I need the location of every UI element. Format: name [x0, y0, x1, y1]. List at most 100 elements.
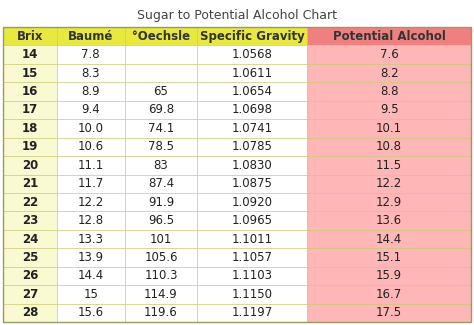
Text: 12.9: 12.9 — [376, 196, 402, 209]
Bar — [3, 101, 57, 119]
Bar — [197, 285, 307, 304]
Bar — [57, 267, 125, 285]
Bar — [197, 248, 307, 267]
Text: 9.4: 9.4 — [82, 103, 100, 116]
Bar — [307, 101, 471, 119]
Text: 10.6: 10.6 — [78, 140, 104, 153]
Text: 1.0698: 1.0698 — [232, 103, 273, 116]
Text: 16: 16 — [22, 85, 38, 98]
Bar — [197, 137, 307, 156]
Text: 15.6: 15.6 — [78, 306, 104, 319]
Bar — [3, 285, 57, 304]
Text: 83: 83 — [154, 159, 168, 172]
Text: 28: 28 — [22, 306, 38, 319]
Bar — [57, 64, 125, 82]
Bar — [57, 27, 125, 46]
Bar — [3, 193, 57, 211]
Text: 26: 26 — [22, 269, 38, 282]
Text: 110.3: 110.3 — [144, 269, 178, 282]
Text: 87.4: 87.4 — [148, 177, 174, 190]
Bar — [197, 156, 307, 175]
Text: 69.8: 69.8 — [148, 103, 174, 116]
Text: 13.3: 13.3 — [78, 232, 104, 245]
Text: 1.1150: 1.1150 — [232, 288, 273, 301]
Bar — [3, 304, 57, 322]
Bar — [3, 64, 57, 82]
Bar — [3, 230, 57, 248]
Text: Brix: Brix — [17, 30, 43, 43]
Text: 1.0785: 1.0785 — [232, 140, 273, 153]
Text: 74.1: 74.1 — [148, 122, 174, 135]
Text: 105.6: 105.6 — [144, 251, 178, 264]
Bar — [3, 46, 57, 64]
Bar — [307, 193, 471, 211]
Text: 27: 27 — [22, 288, 38, 301]
Bar — [307, 285, 471, 304]
Text: 8.3: 8.3 — [82, 67, 100, 80]
Text: 11.7: 11.7 — [78, 177, 104, 190]
Bar — [125, 267, 197, 285]
Text: 1.0741: 1.0741 — [232, 122, 273, 135]
Text: 21: 21 — [22, 177, 38, 190]
Text: 13.6: 13.6 — [376, 214, 402, 227]
Bar — [57, 230, 125, 248]
Bar — [57, 285, 125, 304]
Bar — [125, 137, 197, 156]
Bar — [57, 304, 125, 322]
Text: Sugar to Potential Alcohol Chart: Sugar to Potential Alcohol Chart — [137, 8, 337, 21]
Text: 7.8: 7.8 — [82, 48, 100, 61]
Bar — [307, 304, 471, 322]
Bar — [57, 193, 125, 211]
Text: 14: 14 — [22, 48, 38, 61]
Text: 1.1197: 1.1197 — [232, 306, 273, 319]
Text: 10.8: 10.8 — [376, 140, 402, 153]
Bar — [307, 175, 471, 193]
Bar — [3, 82, 57, 101]
Bar — [197, 46, 307, 64]
Text: 14.4: 14.4 — [78, 269, 104, 282]
Text: 1.1103: 1.1103 — [232, 269, 273, 282]
Text: 1.0965: 1.0965 — [232, 214, 273, 227]
Bar — [197, 82, 307, 101]
Text: 8.2: 8.2 — [380, 67, 399, 80]
Text: 19: 19 — [22, 140, 38, 153]
Text: 11.5: 11.5 — [376, 159, 402, 172]
Bar — [197, 230, 307, 248]
Text: 1.0920: 1.0920 — [232, 196, 273, 209]
Text: 10.1: 10.1 — [376, 122, 402, 135]
Text: 12.2: 12.2 — [78, 196, 104, 209]
Text: 1.0830: 1.0830 — [232, 159, 273, 172]
Text: 8.9: 8.9 — [82, 85, 100, 98]
Bar — [307, 211, 471, 230]
Bar — [125, 82, 197, 101]
Bar — [307, 82, 471, 101]
Text: 17: 17 — [22, 103, 38, 116]
Bar — [307, 248, 471, 267]
Text: 15: 15 — [22, 67, 38, 80]
Bar — [57, 175, 125, 193]
Bar — [57, 137, 125, 156]
Bar — [3, 175, 57, 193]
Text: 1.0568: 1.0568 — [232, 48, 273, 61]
Text: Baumé: Baumé — [68, 30, 113, 43]
Text: 15.1: 15.1 — [376, 251, 402, 264]
Bar — [3, 267, 57, 285]
Bar — [125, 46, 197, 64]
Bar — [57, 46, 125, 64]
Bar — [57, 119, 125, 137]
Bar — [307, 46, 471, 64]
Bar — [197, 64, 307, 82]
Bar — [307, 27, 471, 46]
Text: 65: 65 — [154, 85, 168, 98]
Text: 20: 20 — [22, 159, 38, 172]
Bar — [197, 119, 307, 137]
Bar — [307, 64, 471, 82]
Bar — [3, 27, 57, 46]
Bar — [125, 230, 197, 248]
Bar — [3, 137, 57, 156]
Text: 15: 15 — [83, 288, 98, 301]
Bar — [197, 211, 307, 230]
Bar — [125, 101, 197, 119]
Text: 119.6: 119.6 — [144, 306, 178, 319]
Text: 24: 24 — [22, 232, 38, 245]
